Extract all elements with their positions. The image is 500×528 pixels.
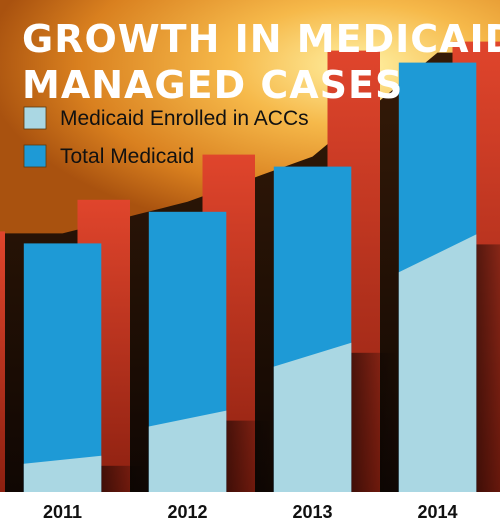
bar-total-medicaid-2011 xyxy=(23,243,102,492)
bar-medicaid-acc-2013 xyxy=(273,342,352,492)
legend-swatch-acc xyxy=(23,106,47,130)
legend-label-acc: Medicaid Enrolled in ACCs xyxy=(60,107,309,130)
legend-swatch-total xyxy=(23,144,47,168)
bar-shadow-2014 xyxy=(476,244,500,492)
background-bar-2011 xyxy=(0,231,5,492)
bar-shadow-2012 xyxy=(226,420,274,492)
chart-title-line-2: MANAGED CASES xyxy=(22,63,403,107)
legend-label-total: Total Medicaid xyxy=(60,145,194,168)
bar-medicaid-acc-2014 xyxy=(398,234,477,492)
chart-title-line-1: GROWTH IN MEDICAID xyxy=(22,17,500,61)
x-tick-label-2012: 2012 xyxy=(167,502,207,522)
x-axis-strip xyxy=(0,492,500,528)
bar-shadow-2013 xyxy=(351,352,399,492)
legend: Medicaid Enrolled in ACCs Total Medicaid xyxy=(23,106,309,168)
bar-medicaid-acc-2012 xyxy=(148,410,227,492)
x-tick-label-2011: 2011 xyxy=(43,502,82,522)
bar-shadow-2011 xyxy=(101,465,149,492)
x-tick-label-2014: 2014 xyxy=(417,502,457,522)
x-tick-label-2013: 2013 xyxy=(292,502,332,522)
bar-medicaid-acc-2011 xyxy=(23,455,102,492)
